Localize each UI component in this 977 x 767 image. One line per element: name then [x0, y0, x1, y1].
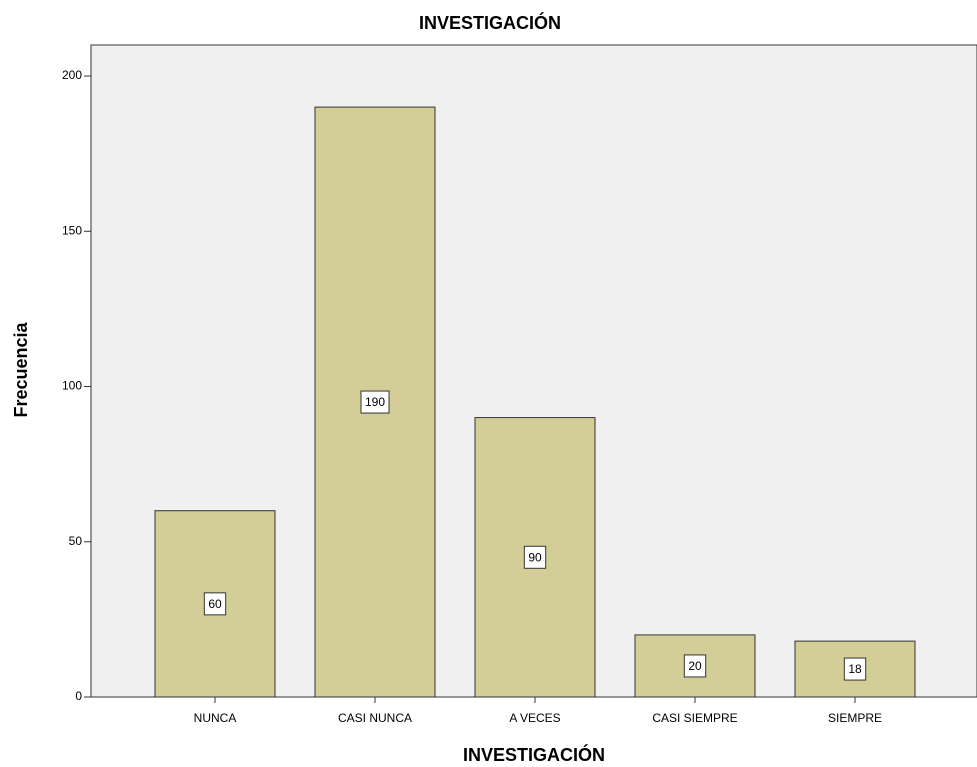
x-tick-label: NUNCA: [194, 711, 237, 725]
data-label: 190: [365, 395, 385, 409]
y-tick-label: 100: [62, 379, 82, 393]
x-tick-label: A VECES: [509, 711, 560, 725]
data-label: 20: [688, 659, 702, 673]
x-tick-label: CASI NUNCA: [338, 711, 412, 725]
data-label-box: [360, 390, 390, 414]
data-label: 18: [848, 662, 862, 676]
y-tick-label: 50: [69, 534, 83, 548]
x-tick-label: CASI SIEMPRE: [652, 711, 737, 725]
y-tick-label: 200: [62, 68, 82, 82]
data-label-box: [203, 592, 227, 616]
x-axis-label: INVESTIGACIÓN: [463, 744, 605, 765]
y-tick-label: 150: [62, 223, 82, 237]
data-label: 90: [528, 550, 542, 564]
x-tick-label: SIEMPRE: [828, 711, 882, 725]
data-label: 60: [208, 597, 222, 611]
data-label-box: [683, 654, 707, 678]
y-axis-label: Frecuencia: [11, 321, 31, 417]
chart-title: INVESTIGACIÓN: [419, 12, 561, 33]
y-tick-label: 0: [75, 689, 82, 703]
data-label-box: [843, 657, 867, 681]
data-label-box: [523, 545, 547, 569]
